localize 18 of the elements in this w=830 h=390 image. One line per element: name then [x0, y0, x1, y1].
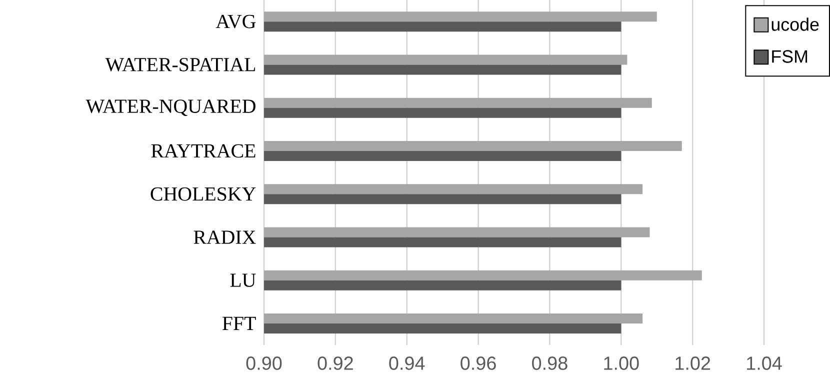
y-tick-label: WATER-NQUARED — [86, 100, 256, 116]
x-tick-label: 0.92 — [318, 356, 353, 370]
legend-label: FSM — [772, 50, 808, 63]
x-tick-label: 1.02 — [676, 356, 710, 370]
y-tick-label: WATER-SPATIAL — [105, 58, 256, 72]
y-tick-label: RADIX — [194, 230, 256, 244]
y-tick-label: LU — [230, 274, 256, 287]
x-tick-label: 0.96 — [460, 356, 496, 370]
y-tick-label: RAYTRACE — [151, 144, 256, 158]
y-tick-label: FFT — [222, 316, 256, 330]
x-tick-label: 0.90 — [246, 356, 282, 370]
x-tick-label: 1.00 — [604, 356, 639, 370]
x-tick-label: 1.04 — [747, 356, 782, 370]
x-tick-label: 0.98 — [532, 356, 568, 370]
y-tick-label: AVG — [216, 14, 256, 28]
x-tick-label: 0.94 — [389, 356, 425, 370]
y-tick-label: CHOLESKY — [150, 187, 256, 201]
legend-label: ucode — [772, 18, 819, 31]
